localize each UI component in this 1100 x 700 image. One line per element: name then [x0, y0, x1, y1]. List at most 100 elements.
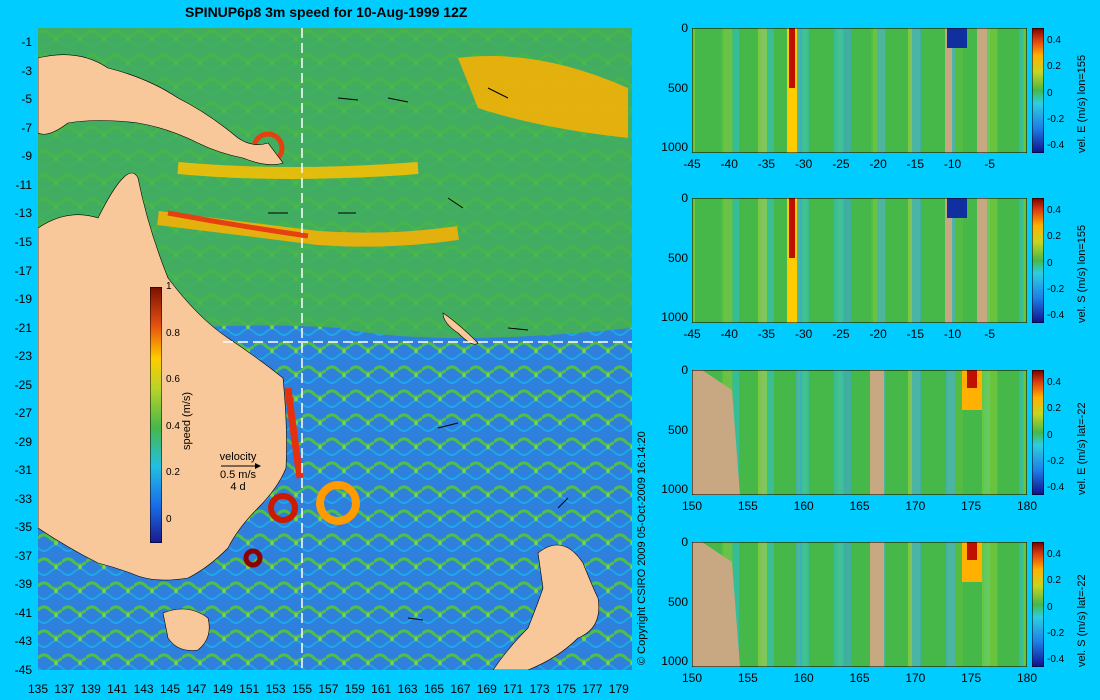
section-x-tick-label: -30	[794, 327, 813, 341]
section-x-tick-label: 160	[793, 499, 814, 513]
velocity-key-speed: 0.5 m/s	[219, 469, 257, 481]
lon-tick-label: 155	[291, 682, 313, 696]
depth-tick-label: 0	[681, 21, 688, 35]
section-plot	[692, 28, 1027, 153]
lat-tick-label: -35	[14, 520, 32, 535]
section-colorbar-tick: -0.4	[1047, 310, 1065, 322]
section-colorbar	[1032, 542, 1044, 667]
section-x-tick-label: -15	[906, 157, 924, 171]
section-colorbar-tick: -0.2	[1047, 628, 1065, 640]
lon-tick-label: 175	[555, 682, 577, 696]
eac-current	[284, 387, 304, 479]
eddy-ring	[316, 481, 360, 525]
section-x-tick-label: -35	[757, 327, 776, 341]
section-x-tick-label: 175	[961, 499, 982, 513]
lon-tick-label: 177	[582, 682, 603, 696]
section-x-tick-label: -15	[906, 327, 924, 341]
speed-map[interactable]	[38, 28, 632, 670]
section-panel-label: vel. E (m/s) lon=155	[1076, 54, 1088, 153]
lon-tick-label: 139	[80, 682, 101, 696]
lat-tick-label: -23	[14, 349, 32, 364]
section-x-tick-label: -25	[832, 157, 850, 171]
velocity-key-label: velocity	[219, 451, 257, 463]
section-x-tick-label: -5	[984, 327, 996, 341]
section-x-tick-label: 160	[793, 671, 814, 685]
section-colorbar-tick: 0.2	[1047, 575, 1061, 587]
section-colorbar	[1032, 198, 1044, 323]
section-x-tick-label: -45	[683, 327, 701, 341]
section-x-tick-label: 170	[905, 499, 926, 513]
section-x-tick-label: 170	[905, 671, 926, 685]
section-x-tick-label: 180	[1016, 671, 1038, 685]
map-colorbar-tick: 0	[166, 513, 172, 525]
section-x-tick-label: -25	[832, 327, 850, 341]
lat-tick-label: -21	[14, 320, 32, 335]
section-colorbar	[1032, 28, 1044, 153]
section-x-tick-label: 150	[681, 499, 703, 513]
section-colorbar-tick: 0.2	[1047, 61, 1061, 73]
depth-tick-label: 500	[667, 250, 688, 265]
depth-tick-label: 500	[667, 80, 688, 95]
section-x-tick-label: -45	[683, 157, 701, 171]
section-x-tick-label: 155	[737, 671, 758, 685]
section-colorbar	[1032, 370, 1044, 495]
section-colorbar-tick: 0	[1047, 429, 1053, 441]
section-colorbar-tick: 0.2	[1047, 231, 1061, 243]
depth-tick-label: 0	[681, 535, 688, 549]
coral-sea-jet	[157, 211, 459, 247]
section-colorbar-tick: 0	[1047, 601, 1053, 613]
section-x-tick-label: -20	[869, 157, 887, 171]
depth-tick-label: 1000	[661, 310, 688, 325]
lat-tick-label: -17	[14, 263, 32, 278]
section-x-tick-label: -5	[984, 157, 996, 171]
lat-tick-label: -11	[15, 177, 32, 192]
section-x-tick-label: -40	[720, 157, 738, 171]
lat-tick-label: -41	[14, 605, 32, 620]
map-colorbar-tick: 0.2	[166, 467, 180, 479]
lon-tick-label: 143	[133, 682, 154, 696]
section-panel-label: vel. S (m/s) lat=-22	[1076, 574, 1088, 667]
section-colorbar-tick: -0.2	[1047, 456, 1065, 468]
new-caledonia-land	[442, 312, 479, 345]
lon-tick-label: 149	[212, 682, 233, 696]
lat-tick-label: -13	[14, 206, 32, 221]
lat-tick-label: -15	[14, 235, 32, 249]
section-plot	[692, 370, 1027, 495]
section-colorbar-tick: -0.4	[1047, 654, 1065, 666]
section-x-tick-label: 165	[849, 671, 870, 685]
velocity-key: velocity 0.5 m/s 4 d	[215, 451, 261, 493]
lon-tick-label: 147	[186, 682, 207, 696]
lat-tick-label: -19	[14, 292, 32, 307]
lon-tick-label: 137	[54, 682, 75, 696]
lat-tick-label: -31	[14, 463, 32, 478]
section-colorbar-tick: 0.4	[1047, 35, 1061, 47]
section-colorbar-tick: 0.2	[1047, 403, 1061, 415]
lon-tick-label: 135	[27, 682, 49, 696]
australia-land	[38, 172, 287, 581]
lon-tick-label: 169	[476, 682, 497, 696]
lon-tick-label: 163	[397, 682, 418, 696]
section-x-tick-label: -10	[943, 327, 962, 341]
map-title: SPINUP6p8 3m speed for 10-Aug-1999 12Z	[185, 4, 468, 20]
lat-tick-label: -33	[14, 491, 32, 506]
section-x-tick-label: 180	[1016, 499, 1038, 513]
lon-tick-label: 157	[318, 682, 339, 696]
section-colorbar-tick: -0.4	[1047, 140, 1065, 152]
north-jet	[177, 162, 419, 179]
section-x-tick-label: 165	[849, 499, 870, 513]
map-colorbar-tick: 0.4	[166, 420, 180, 432]
map-colorbar	[150, 287, 162, 543]
lat-tick-label: -45	[14, 663, 32, 677]
eddy-ring	[268, 493, 298, 523]
lat-tick-label: -27	[14, 406, 32, 421]
lon-tick-label: 151	[239, 682, 260, 696]
new-zealand-land	[492, 544, 600, 670]
lat-tick-label: -5	[21, 92, 32, 107]
lon-tick-label: 173	[529, 682, 550, 696]
new-guinea-land	[38, 54, 284, 165]
velocity-key-arrow	[221, 463, 261, 469]
ne-high	[458, 56, 628, 138]
section-panel-label: vel. E (m/s) lat=-22	[1076, 402, 1088, 495]
lat-tick-label: -7	[21, 120, 32, 135]
section-colorbar-tick: 0.4	[1047, 205, 1061, 217]
